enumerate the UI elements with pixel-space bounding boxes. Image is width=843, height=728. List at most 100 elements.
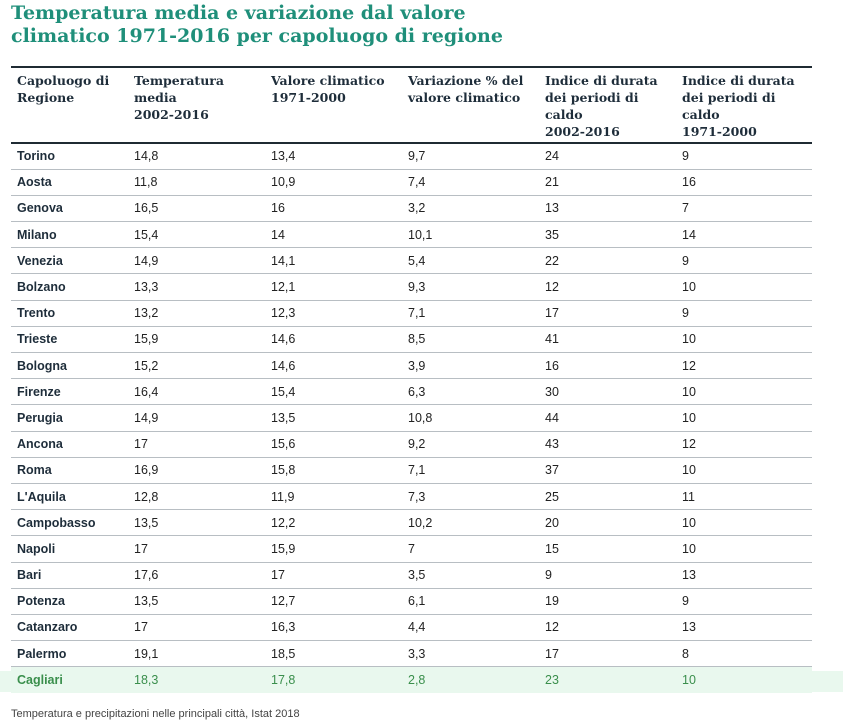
table-body: Torino 14,8 13,4 9,7 24 9 Aosta 11,8 10,9 7,4 21 16… — [11, 143, 812, 693]
cell-city: Bologna — [11, 352, 128, 380]
cell-indice-2002-2016: 15 — [539, 535, 676, 563]
cell-indice-1971-2000: 10 — [676, 404, 812, 432]
cell-indice-1971-2000: 12 — [676, 352, 812, 380]
table-row: Catanzaro 17 16,3 4,4 12 13 — [11, 614, 812, 642]
cell-variazione: 9,3 — [402, 273, 539, 301]
cell-variazione: 3,2 — [402, 195, 539, 223]
table-row: Potenza 13,5 12,7 6,1 19 9 — [11, 588, 812, 615]
cell-indice-2002-2016: 43 — [539, 431, 676, 458]
cell-indice-1971-2000: 16 — [676, 169, 812, 196]
cell-variazione: 7 — [402, 535, 539, 563]
cell-variazione: 5,4 — [402, 247, 539, 275]
cell-city: Trento — [11, 300, 128, 327]
cell-temperatura-media: 13,5 — [128, 509, 265, 537]
cell-city: Aosta — [11, 169, 128, 196]
cell-variazione: 7,4 — [402, 169, 539, 196]
cell-city: Ancona — [11, 431, 128, 458]
cell-indice-2002-2016: 12 — [539, 614, 676, 642]
cell-city: Milano — [11, 221, 128, 249]
cell-temperatura-media: 15,2 — [128, 352, 265, 380]
table-row: Bologna 15,2 14,6 3,9 16 12 — [11, 352, 812, 380]
cell-temperatura-media: 17 — [128, 431, 265, 458]
cell-city: Venezia — [11, 247, 128, 275]
cell-variazione: 9,7 — [402, 143, 539, 170]
cell-valore-climatico: 16 — [265, 195, 402, 223]
table-row: Bolzano 13,3 12,1 9,3 12 10 — [11, 273, 812, 301]
cell-city: Napoli — [11, 535, 128, 563]
cell-temperatura-media: 13,5 — [128, 588, 265, 615]
cell-city: Cagliari — [11, 666, 128, 693]
cell-temperatura-media: 15,9 — [128, 326, 265, 354]
cell-city: Bari — [11, 562, 128, 589]
cell-valore-climatico: 12,3 — [265, 300, 402, 327]
cell-temperatura-media: 11,8 — [128, 169, 265, 196]
cell-valore-climatico: 13,4 — [265, 143, 402, 170]
cell-indice-1971-2000: 14 — [676, 221, 812, 249]
header-indice-2002-2016: Indice di durata dei periodi di caldo 20… — [539, 66, 676, 144]
cell-valore-climatico: 15,6 — [265, 431, 402, 458]
table-row: Aosta 11,8 10,9 7,4 21 16 — [11, 169, 812, 196]
cell-indice-2002-2016: 12 — [539, 273, 676, 301]
cell-city: Palermo — [11, 640, 128, 668]
cell-variazione: 6,3 — [402, 378, 539, 406]
table-row: Milano 15,4 14 10,1 35 14 — [11, 221, 812, 249]
cell-variazione: 7,1 — [402, 300, 539, 327]
cell-valore-climatico: 11,9 — [265, 483, 402, 511]
table-row: Venezia 14,9 14,1 5,4 22 9 — [11, 247, 812, 275]
table-row: Perugia 14,9 13,5 10,8 44 10 — [11, 404, 812, 432]
cell-valore-climatico: 15,8 — [265, 457, 402, 484]
cell-variazione: 3,3 — [402, 640, 539, 668]
cell-city: Genova — [11, 195, 128, 223]
cell-city: Perugia — [11, 404, 128, 432]
table-header-row: Capoluogo di Regione Temperatura media 2… — [11, 66, 812, 144]
cell-temperatura-media: 16,4 — [128, 378, 265, 406]
cell-valore-climatico: 12,1 — [265, 273, 402, 301]
cell-temperatura-media: 13,3 — [128, 273, 265, 301]
source-note: Temperatura e precipitazioni nelle princ… — [11, 708, 300, 720]
header-capoluogo: Capoluogo di Regione — [11, 66, 128, 144]
cell-valore-climatico: 10,9 — [265, 169, 402, 196]
cell-valore-climatico: 17 — [265, 562, 402, 589]
table-row: Bari 17,6 17 3,5 9 13 — [11, 562, 812, 589]
cell-indice-2002-2016: 13 — [539, 195, 676, 223]
cell-city: Trieste — [11, 326, 128, 354]
cell-city: Campobasso — [11, 509, 128, 537]
cell-indice-1971-2000: 13 — [676, 562, 812, 589]
header-indice-1971-2000: Indice di durata dei periodi di caldo 19… — [676, 66, 812, 144]
table-row: Trieste 15,9 14,6 8,5 41 10 — [11, 326, 812, 354]
table-row: Torino 14,8 13,4 9,7 24 9 — [11, 143, 812, 170]
cell-indice-2002-2016: 21 — [539, 169, 676, 196]
cell-temperatura-media: 19,1 — [128, 640, 265, 668]
cell-valore-climatico: 15,4 — [265, 378, 402, 406]
cell-temperatura-media: 14,8 — [128, 143, 265, 170]
cell-variazione: 8,5 — [402, 326, 539, 354]
cell-valore-climatico: 14 — [265, 221, 402, 249]
cell-indice-1971-2000: 10 — [676, 509, 812, 537]
table-row: Napoli 17 15,9 7 15 10 — [11, 535, 812, 563]
cell-indice-1971-2000: 10 — [676, 535, 812, 563]
cell-indice-2002-2016: 44 — [539, 404, 676, 432]
cell-city: Potenza — [11, 588, 128, 615]
cell-indice-1971-2000: 9 — [676, 247, 812, 275]
cell-variazione: 10,1 — [402, 221, 539, 249]
cell-indice-2002-2016: 9 — [539, 562, 676, 589]
cell-indice-1971-2000: 13 — [676, 614, 812, 642]
cell-valore-climatico: 14,1 — [265, 247, 402, 275]
table-row: Genova 16,5 16 3,2 13 7 — [11, 195, 812, 223]
cell-indice-2002-2016: 22 — [539, 247, 676, 275]
cell-valore-climatico: 16,3 — [265, 614, 402, 642]
title-line-2: climatico 1971-2016 per capoluogo di reg… — [11, 25, 503, 47]
cell-temperatura-media: 17 — [128, 535, 265, 563]
cell-valore-climatico: 18,5 — [265, 640, 402, 668]
cell-indice-2002-2016: 35 — [539, 221, 676, 249]
header-valore-climatico: Valore climatico 1971-2000 — [265, 66, 402, 144]
table-row: Firenze 16,4 15,4 6,3 30 10 — [11, 378, 812, 406]
table-row: L'Aquila 12,8 11,9 7,3 25 11 — [11, 483, 812, 511]
table-row: Cagliari 18,3 17,8 2,8 23 10 — [11, 666, 812, 693]
cell-valore-climatico: 14,6 — [265, 352, 402, 380]
cell-valore-climatico: 13,5 — [265, 404, 402, 432]
cell-indice-1971-2000: 10 — [676, 457, 812, 484]
header-temperatura-media: Temperatura media 2002-2016 — [128, 66, 265, 144]
table-row: Campobasso 13,5 12,2 10,2 20 10 — [11, 509, 812, 537]
header-variazione: Variazione % del valore climatico — [402, 66, 539, 144]
